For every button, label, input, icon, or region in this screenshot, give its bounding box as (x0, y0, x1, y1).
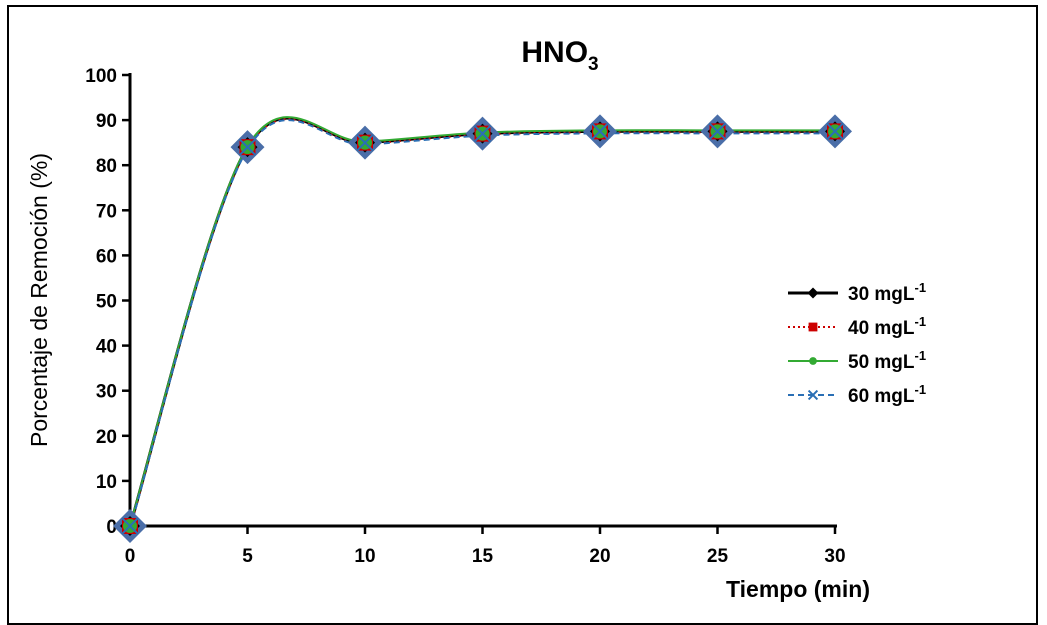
x-tick-label: 0 (125, 546, 136, 567)
data-point-s3-5-stroke-b (708, 122, 727, 141)
y-axis-label: Porcentaje de Remoción (%) (26, 153, 52, 447)
legend-name-2: 50 mgL (848, 352, 915, 373)
legend-marker-1 (808, 322, 818, 332)
chart-frame (7, 5, 1038, 625)
data-point-s3-2-stroke-b (356, 133, 374, 152)
data-point-s3-1-stroke-b (238, 138, 257, 156)
data-point-s3-4 (591, 122, 609, 141)
y-tick-label: 30 (96, 382, 117, 403)
x-tick-label: 25 (707, 546, 729, 567)
y-tick-label: 20 (96, 427, 117, 448)
y-tick-label: 100 (85, 66, 117, 87)
series-line-2 (129, 116, 835, 526)
y-tick-label: 80 (96, 156, 117, 177)
legend-marker-3 (807, 389, 819, 401)
legend-sup-0: -1 (915, 280, 927, 295)
chart-title-subscript: 3 (588, 54, 599, 75)
series-line-3 (129, 119, 835, 529)
chart-title-text: HNO (521, 36, 588, 69)
legend-label-1: 40 mgL-1 (848, 314, 926, 339)
x-tick-label: 5 (242, 546, 253, 567)
data-point-s3-2 (356, 133, 374, 152)
data-point-s3-6 (826, 122, 844, 141)
series-line-0 (128, 116, 835, 527)
y-tick-label: 50 (96, 292, 117, 313)
y-tick-label: 40 (96, 337, 117, 358)
y-tick-label: 0 (106, 517, 117, 538)
chart-title: HNO3 (521, 36, 598, 75)
legend-sup-3: -1 (915, 382, 927, 397)
data-point-s3-3 (473, 124, 492, 143)
series-layer (113, 114, 852, 543)
y-tick-label: 10 (96, 472, 117, 493)
legend-marker-3-stroke-b (807, 389, 819, 401)
x-tick-label: 20 (589, 546, 610, 567)
data-point-s3-0 (121, 517, 139, 535)
legend-marker-2 (809, 357, 817, 365)
legend-label-3: 60 mgL-1 (848, 382, 926, 407)
legend-label-0: 30 mgL-1 (848, 280, 926, 305)
x-axis-label: Tiempo (min) (726, 576, 870, 602)
data-point-s3-1 (238, 138, 257, 156)
y-tick-label: 90 (96, 111, 117, 132)
data-point-s3-5 (708, 122, 727, 141)
legend-name-3: 60 mgL (848, 386, 915, 407)
x-tick-label: 30 (824, 546, 845, 567)
series-line-1 (129, 118, 835, 528)
data-point-s3-3-stroke-b (473, 124, 492, 143)
legend-name-0: 30 mgL (848, 284, 915, 305)
legend-label-2: 50 mgL-1 (848, 348, 926, 373)
legend-sup-1: -1 (915, 314, 927, 329)
data-point-s3-0-stroke-b (121, 517, 139, 535)
y-tick-label: 70 (96, 201, 117, 222)
x-tick-label: 15 (472, 546, 494, 567)
legend-sup-2: -1 (915, 348, 927, 363)
data-point-s3-6-stroke-b (826, 122, 844, 141)
axes: 0 10 20 30 40 50 60 70 80 90 100 0 5 10 15 20 25 30 (85, 66, 845, 567)
data-point-s3-4-stroke-b (591, 122, 609, 141)
legend: 30 mgL-140 mgL-150 mgL-160 mgL-1 (788, 280, 926, 407)
legend-name-1: 40 mgL (848, 318, 915, 339)
y-tick-label: 60 (96, 246, 117, 267)
legend-marker-0 (807, 287, 819, 299)
x-tick-label: 10 (354, 546, 375, 567)
